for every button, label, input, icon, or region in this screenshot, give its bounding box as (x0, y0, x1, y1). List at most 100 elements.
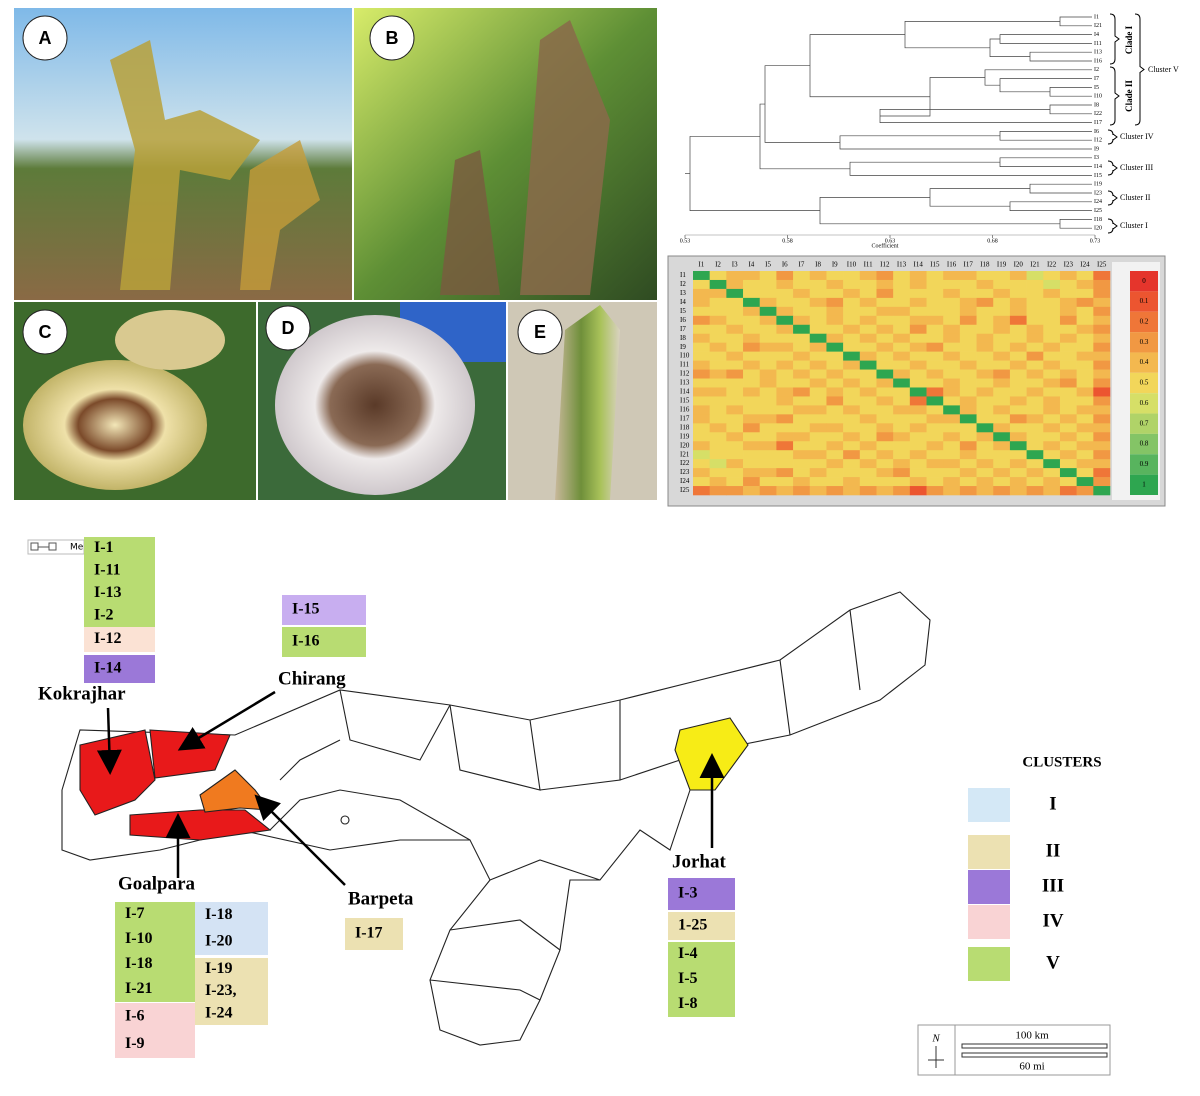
heatmap-cell (976, 405, 994, 415)
dendrogram-branch (929, 188, 1030, 207)
heatmap-cell (876, 342, 894, 352)
heatmap-cell (793, 432, 811, 442)
heatmap-cell (826, 396, 844, 406)
heatmap-col-label: I22 (1047, 261, 1057, 269)
heatmap-cell (709, 441, 727, 451)
heatmap-cell (826, 342, 844, 352)
heatmap-cell (943, 441, 961, 451)
color-scale-label: 1 (1142, 480, 1146, 488)
brace (1107, 190, 1118, 206)
heatmap-cell (776, 486, 794, 496)
heatmap-cell (709, 450, 727, 460)
heatmap-cell (759, 387, 777, 397)
heatmap-cell (793, 342, 811, 352)
heatmap-cell (726, 271, 744, 281)
heatmap-cell (909, 360, 927, 370)
heatmap-cell (709, 405, 727, 415)
heatmap-cell (926, 396, 944, 406)
legend-label: II (1046, 840, 1061, 861)
heatmap-cell (793, 333, 811, 343)
heatmap-cell (1026, 324, 1044, 335)
heatmap-cell (1026, 306, 1044, 317)
heatmap-cell (976, 441, 994, 451)
heatmap-cell (759, 279, 777, 290)
heatmap-cell (743, 468, 761, 478)
heatmap-cell (1059, 288, 1077, 299)
heatmap-cell (843, 450, 861, 460)
heatmap-row-label: I7 (680, 325, 686, 333)
heatmap-cell (976, 288, 994, 299)
leaf-label: I11 (1094, 41, 1102, 47)
heatmap-col-label: I24 (1080, 261, 1090, 269)
heatmap-cell (843, 342, 861, 352)
heatmap-cell (1076, 342, 1094, 352)
heatmap-cell (1026, 477, 1044, 487)
isolate-box (668, 912, 735, 940)
heatmap-cell (843, 477, 861, 487)
dendrogram-branch (999, 131, 1092, 141)
heatmap-cell (726, 288, 744, 299)
heatmap-cell (1059, 297, 1077, 308)
heatmap-cell (993, 342, 1011, 352)
dendrogram-branch (999, 157, 1092, 167)
heatmap-cell (743, 450, 761, 460)
leaf-label: I23 (1094, 190, 1102, 196)
heatmap-cell (1093, 450, 1111, 460)
heatmap-cell (926, 288, 944, 299)
heatmap-cell (909, 369, 927, 379)
heatmap-cell (1009, 423, 1027, 433)
heatmap-cell (909, 477, 927, 487)
heatmap-cell (1043, 333, 1061, 343)
axis-tick-label: 0.63 (885, 238, 896, 244)
heatmap-cell (1009, 360, 1027, 370)
heatmap-cell (809, 360, 827, 370)
heatmap-cell (993, 297, 1011, 308)
heatmap-cell (943, 342, 961, 352)
heatmap-cell (943, 297, 961, 308)
heatmap-cell (909, 459, 927, 469)
heatmap-cell (1076, 414, 1094, 424)
heatmap-cell (1076, 459, 1094, 469)
heatmap-cell (893, 378, 911, 388)
isolate-label: I-7 (125, 905, 145, 922)
heatmap-cell (1093, 351, 1111, 361)
heatmap-cell (959, 297, 977, 308)
heatmap-cell (1059, 271, 1077, 281)
heatmap-cell (843, 378, 861, 388)
heatmap-cell (1093, 468, 1111, 478)
heatmap-cell (793, 360, 811, 370)
heatmap-cell (1026, 432, 1044, 442)
heatmap-cell (1076, 396, 1094, 406)
heatmap-cell (776, 387, 794, 397)
isolate-label: I-3 (678, 885, 698, 902)
heatmap-cell (743, 324, 761, 335)
heatmap-cell (859, 342, 877, 352)
heatmap-cell (759, 288, 777, 299)
heatmap-cell (759, 333, 777, 343)
heatmap-cell (826, 271, 844, 281)
legend-title: CLUSTERS (1022, 754, 1101, 770)
heatmap-cell (926, 459, 944, 469)
heatmap-cell (859, 486, 877, 496)
heatmap-row-label: I22 (680, 459, 690, 467)
heatmap-cell (809, 486, 827, 496)
photo-label: C (39, 322, 52, 342)
dendrogram-branch (839, 135, 1092, 150)
heatmap-cell (1059, 414, 1077, 424)
heatmap-cell (776, 360, 794, 370)
heatmap-cell (959, 360, 977, 370)
photos (14, 8, 657, 500)
heatmap-cell (1009, 297, 1027, 308)
heatmap-cell (693, 414, 710, 424)
heatmap-cell (759, 360, 777, 370)
heatmap-cell (926, 369, 944, 379)
heatmap-cell (826, 279, 844, 290)
color-scale-label: 0.9 (1140, 460, 1149, 468)
heatmap-cell (843, 369, 861, 379)
heatmap-cell (959, 315, 977, 326)
heatmap-cell (993, 486, 1011, 496)
heatmap-cell (1076, 369, 1094, 379)
color-scale-block (1130, 433, 1158, 455)
isolate-label: I-5 (678, 970, 698, 987)
heatmap-cell (893, 423, 911, 433)
